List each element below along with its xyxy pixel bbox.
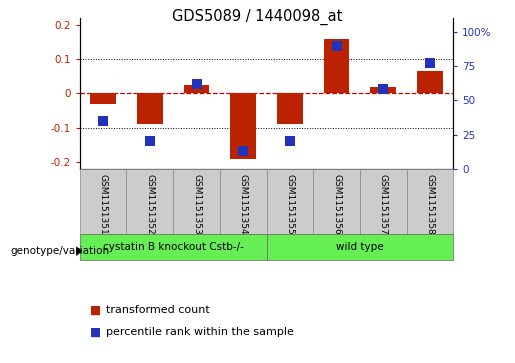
Text: GSM1151358: GSM1151358 [425,174,434,235]
Text: GSM1151351: GSM1151351 [99,174,108,235]
Point [239,148,247,154]
Text: ■: ■ [90,304,101,317]
Text: percentile rank within the sample: percentile rank within the sample [106,327,294,337]
Bar [277,94,303,124]
Bar [230,94,256,159]
Text: GDS5089 / 1440098_at: GDS5089 / 1440098_at [173,9,342,25]
Text: genotype/variation: genotype/variation [10,246,109,256]
Text: wild type: wild type [336,242,384,252]
Point [379,86,387,92]
Bar [360,169,406,234]
Polygon shape [76,246,82,256]
Bar [80,169,127,234]
Bar [173,169,220,234]
Point [286,139,294,144]
Text: GSM1151353: GSM1151353 [192,174,201,235]
Bar [184,85,209,94]
Point [332,42,340,48]
Text: GSM1151355: GSM1151355 [285,174,295,235]
Text: transformed count: transformed count [106,305,209,315]
Text: ■: ■ [90,326,101,339]
Bar [417,71,443,94]
Bar [267,169,313,234]
Point [426,60,434,66]
Text: GSM1151357: GSM1151357 [379,174,388,235]
Point [146,139,154,144]
Bar [313,169,360,234]
Bar [324,39,349,94]
Bar [90,94,116,104]
Bar [220,169,267,234]
Bar [406,169,453,234]
Text: GSM1151356: GSM1151356 [332,174,341,235]
Bar [137,94,163,124]
Bar [80,234,267,260]
Text: GSM1151354: GSM1151354 [238,174,248,234]
Bar [370,87,396,94]
Point [193,81,201,87]
Text: GSM1151352: GSM1151352 [145,174,154,234]
Text: cystatin B knockout Cstb-/-: cystatin B knockout Cstb-/- [102,242,244,252]
Point [99,118,107,124]
Bar [127,169,173,234]
Bar [267,234,453,260]
